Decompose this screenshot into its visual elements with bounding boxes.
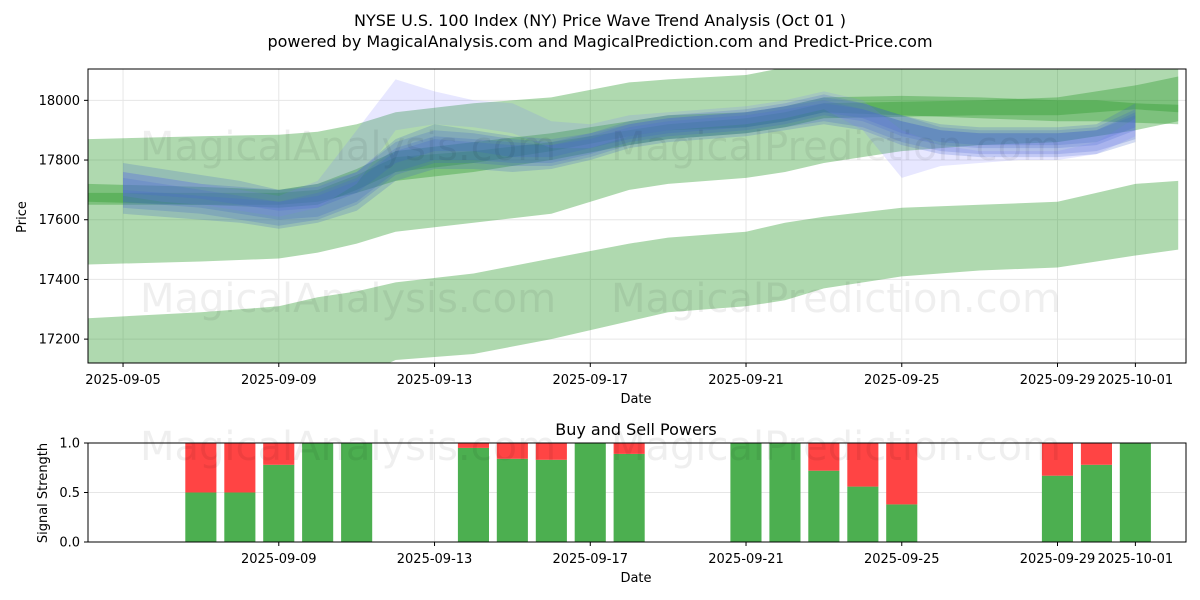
sell-bar-5 xyxy=(457,443,489,448)
sell-bar-0 xyxy=(185,443,217,493)
buy-bar-15 xyxy=(1041,475,1073,542)
buy-bar-0 xyxy=(185,492,217,542)
sell-bar-12 xyxy=(808,443,840,471)
buy-bar-12 xyxy=(808,470,840,542)
price-x-tick-label-1: 2025-09-09 xyxy=(241,373,317,388)
price-band-green-band-core-1 xyxy=(88,76,1179,205)
buy-bar-11 xyxy=(769,443,801,542)
buy-bar-7 xyxy=(535,459,567,542)
signal-x-tick-label-0: 2025-09-09 xyxy=(241,552,317,567)
price-x-tick-label-4: 2025-09-21 xyxy=(708,373,784,388)
price-plot: 17200 17400 17600 17800 18000 2025-09-05 2025-… xyxy=(39,68,1187,388)
sell-bar-16 xyxy=(1080,443,1112,465)
price-y-tick-label-0: 17200 xyxy=(39,333,80,348)
sell-bar-13 xyxy=(847,443,879,487)
price-y-tick-label-2: 17600 xyxy=(39,213,80,228)
price-band-blue-band-2 xyxy=(123,100,1136,226)
buy-bar-6 xyxy=(496,458,528,542)
price-x-axis-label: Date xyxy=(620,392,651,407)
signal-chart-title: Buy and Sell Powers xyxy=(555,420,717,439)
buy-bar-14 xyxy=(886,504,918,542)
price-band-green-band-wide-upper xyxy=(88,69,1179,265)
signal-y-axis-label: Signal Strength xyxy=(36,443,51,543)
watermark-prediction-1: MagicalPrediction.com xyxy=(611,124,1061,170)
price-plot-frame xyxy=(87,68,1187,364)
signal-x-tick-label-2: 2025-09-17 xyxy=(552,552,628,567)
watermark-analysis-2: MagicalAnalysis.com xyxy=(140,276,556,322)
sell-bar-2 xyxy=(263,443,295,465)
price-band-blue-band-1 xyxy=(123,94,1136,220)
price-y-tick-label-4: 18000 xyxy=(39,94,80,109)
price-x-tick-label-5: 2025-09-25 xyxy=(864,373,940,388)
buy-bar-5 xyxy=(457,447,489,542)
buy-bar-8 xyxy=(574,443,606,542)
price-x-tick-label-0: 2025-09-05 xyxy=(85,373,161,388)
sell-bar-7 xyxy=(535,443,567,460)
buy-bar-9 xyxy=(613,453,645,542)
buy-bar-4 xyxy=(341,443,373,542)
price-x-tick-label-2: 2025-09-13 xyxy=(397,373,473,388)
buy-bar-1 xyxy=(224,492,256,542)
buy-bar-3 xyxy=(302,443,334,542)
price-y-tick-label-1: 17400 xyxy=(39,273,80,288)
price-band-green-band-core-2 xyxy=(88,95,1179,208)
watermark-prediction-3: MagicalPrediction.com xyxy=(611,424,1061,470)
signal-x-axis-label: Date xyxy=(620,571,651,586)
price-band-blue-spike-band xyxy=(123,79,1136,217)
sell-bar-6 xyxy=(496,443,528,459)
signal-y-tick-label-2: 1.0 xyxy=(59,437,80,452)
buy-bar-13 xyxy=(847,486,879,542)
sell-bar-14 xyxy=(886,443,918,505)
price-band-green-band-wide-lower xyxy=(88,180,1179,363)
buy-bar-2 xyxy=(263,464,295,542)
price-x-tick-label-3: 2025-09-17 xyxy=(552,373,628,388)
watermark-analysis-3: MagicalAnalysis.com xyxy=(140,424,556,470)
price-y-tick-label-3: 17800 xyxy=(39,154,80,169)
price-y-axis-label: Price xyxy=(15,201,30,233)
signal-x-tick-label-4: 2025-09-25 xyxy=(864,552,940,567)
signal-x-tick-label-6: 2025-10-01 xyxy=(1098,552,1174,567)
chart-subtitle: powered by MagicalAnalysis.com and Magic… xyxy=(267,32,932,51)
signal-x-tick-label-1: 2025-09-13 xyxy=(397,552,473,567)
chart-title: NYSE U.S. 100 Index (NY) Price Wave Tren… xyxy=(354,11,846,30)
buy-bar-10 xyxy=(730,443,762,542)
signal-x-tick-label-5: 2025-09-29 xyxy=(1020,552,1096,567)
sell-bar-15 xyxy=(1041,443,1073,476)
signal-x-tick-label-3: 2025-09-21 xyxy=(708,552,784,567)
price-bands xyxy=(88,69,1179,363)
sell-bar-9 xyxy=(613,443,645,454)
price-band-blue-band-3 xyxy=(123,97,1136,211)
price-x-tick-label-6: 2025-09-29 xyxy=(1020,373,1096,388)
sell-bar-1 xyxy=(224,443,256,493)
watermark-prediction-2: MagicalPrediction.com xyxy=(611,276,1061,322)
watermark-analysis-1: MagicalAnalysis.com xyxy=(140,124,556,170)
signal-y-tick-label-1: 0.5 xyxy=(59,486,80,501)
price-x-tick-label-7: 2025-10-01 xyxy=(1098,373,1174,388)
buy-bar-17 xyxy=(1119,443,1151,542)
signal-y-tick-label-0: 0.0 xyxy=(59,536,80,551)
signal-plot: 0.0 0.5 1.0 2025-09-09 2025-09-13 2025-09-17 2… xyxy=(59,437,1187,567)
buy-bar-16 xyxy=(1080,464,1112,542)
price-band-blue-band-4 xyxy=(123,103,1136,229)
